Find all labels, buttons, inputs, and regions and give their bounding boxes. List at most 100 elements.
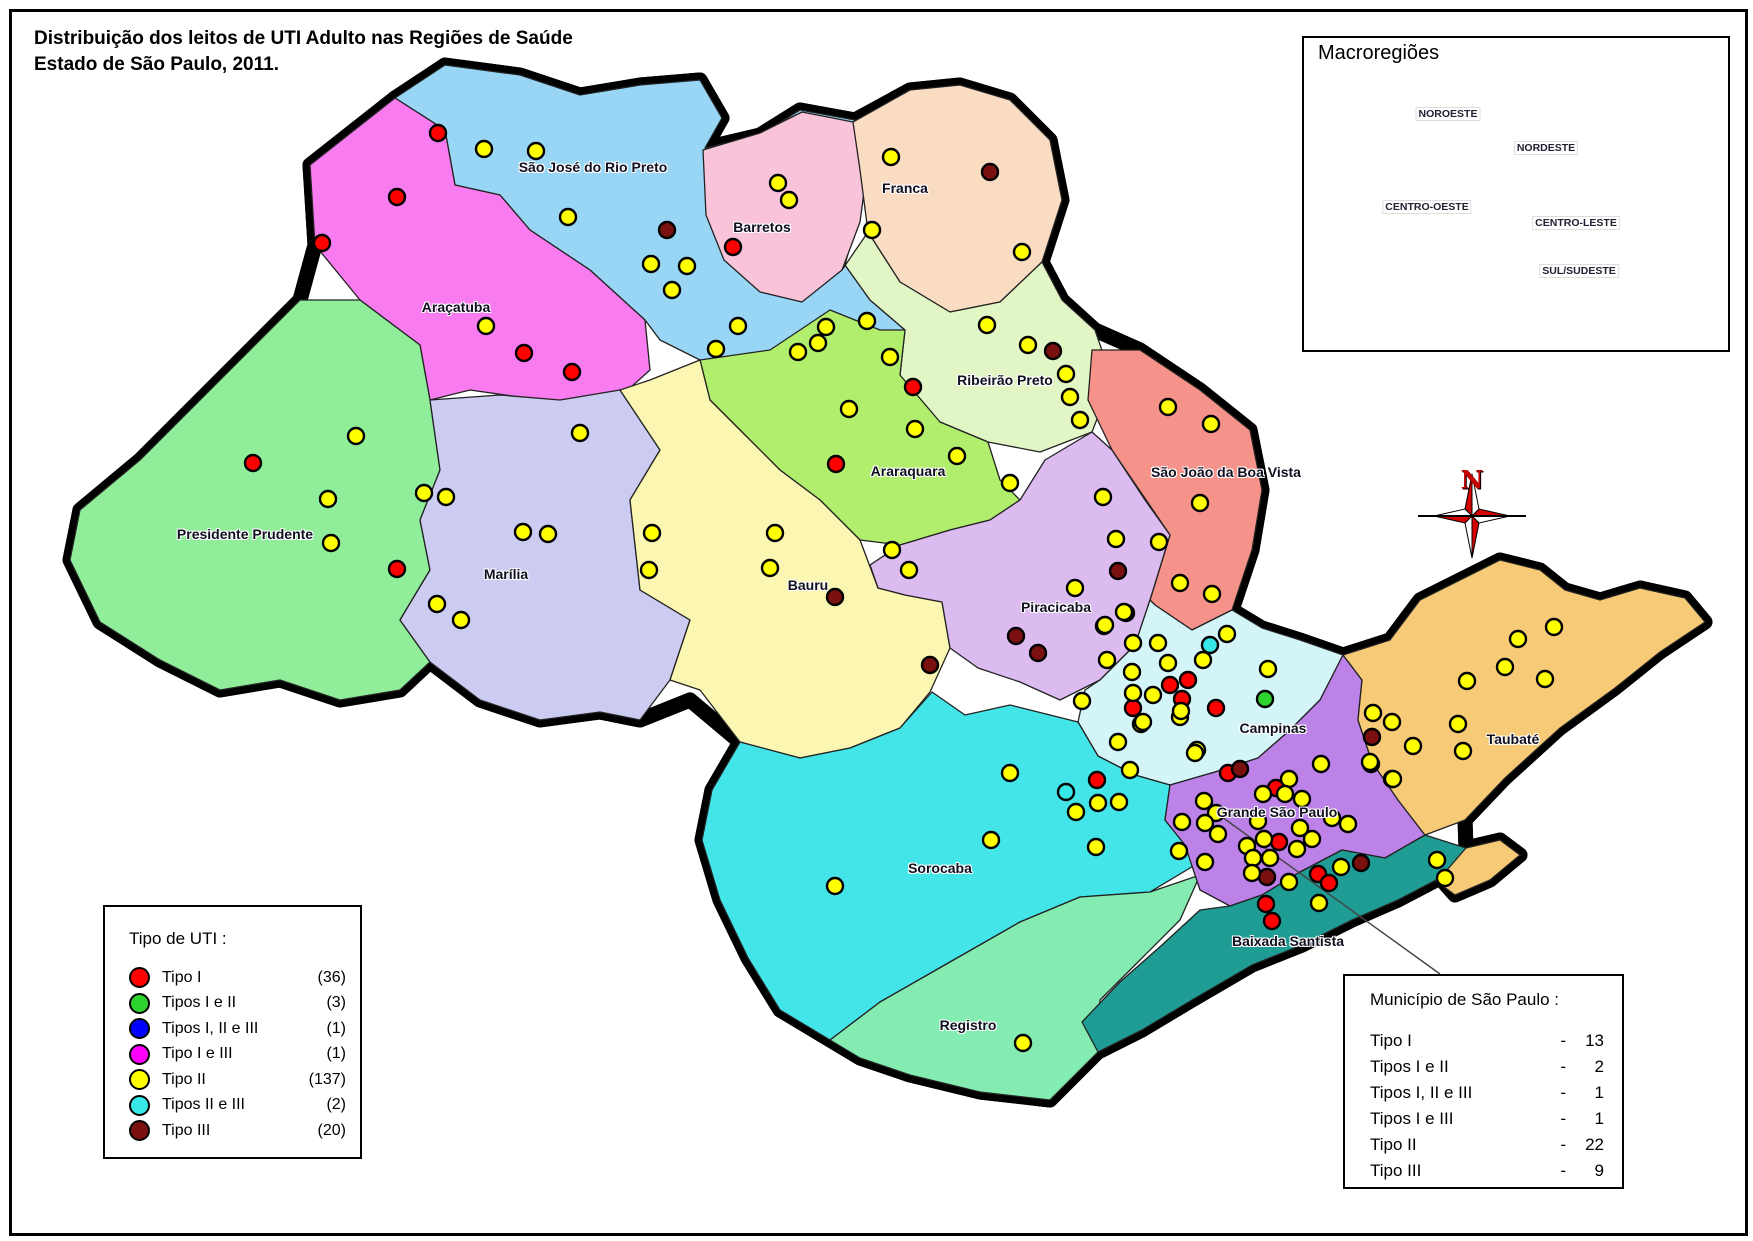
uti-dot xyxy=(1114,602,1134,622)
inset-box xyxy=(1302,36,1730,352)
uti-dot xyxy=(1309,893,1329,913)
callout-item-dash: - xyxy=(1560,1135,1566,1154)
legend-item-count: (20) xyxy=(317,1121,346,1139)
uti-dot xyxy=(1000,763,1020,783)
uti-dot xyxy=(826,454,846,474)
uti-dot xyxy=(816,317,836,337)
uti-dot xyxy=(1292,789,1312,809)
callout-item-dash: - xyxy=(1560,1109,1566,1128)
uti-dot xyxy=(1149,532,1169,552)
uti-dot xyxy=(1109,792,1129,812)
legend-item: Tipos II e III (2) xyxy=(129,1093,346,1119)
uti-dot xyxy=(1106,529,1126,549)
uti-dot xyxy=(387,559,407,579)
uti-dot xyxy=(662,280,682,300)
uti-dot xyxy=(779,190,799,210)
uti-legend: Tipo de UTI : Tipo I (36) Tipos I e II (3) T… xyxy=(103,905,362,1159)
uti-dot xyxy=(321,533,341,553)
uti-dot xyxy=(977,315,997,335)
callout-item-label: Tipo III xyxy=(1370,1161,1422,1180)
region-registro xyxy=(829,874,1201,1101)
uti-dot xyxy=(1383,769,1403,789)
legend-swatch-icon xyxy=(129,1120,150,1142)
uti-dot xyxy=(1256,894,1276,914)
uti-dot xyxy=(1170,573,1190,593)
region-bauru xyxy=(619,359,951,759)
uti-dot xyxy=(514,343,534,363)
legend-item-label: Tipo I xyxy=(162,968,202,986)
page-border xyxy=(9,9,1748,1236)
uti-dot xyxy=(558,207,578,227)
uti-dot xyxy=(788,342,808,362)
callout-item: Tipo III - 9 xyxy=(1370,1158,1604,1184)
uti-dot xyxy=(981,830,1001,850)
uti-dot xyxy=(1193,650,1213,670)
uti-dot xyxy=(1200,635,1220,655)
legend-item-label: Tipos I e II xyxy=(162,994,237,1012)
uti-dot xyxy=(1158,653,1178,673)
uti-dot xyxy=(1060,387,1080,407)
uti-dot xyxy=(1202,584,1222,604)
uti-dot xyxy=(1194,791,1214,811)
uti-dot xyxy=(1362,727,1382,747)
callout-item-dash: - xyxy=(1560,1057,1566,1076)
uti-dot xyxy=(1043,341,1063,361)
callout-item: Tipos I e III - 1 xyxy=(1370,1106,1604,1132)
uti-dot xyxy=(1013,1033,1033,1053)
uti-dot xyxy=(947,446,967,466)
uti-dot xyxy=(1206,803,1226,823)
uti-dot xyxy=(980,162,1000,182)
uti-dot xyxy=(427,594,447,614)
uti-dot xyxy=(476,316,496,336)
uti-dot xyxy=(1095,615,1115,635)
uti-dot xyxy=(1123,683,1143,703)
legend-item: Tipo II (137) xyxy=(129,1067,346,1093)
legend-swatch-icon xyxy=(129,967,150,989)
uti-dot xyxy=(1097,650,1117,670)
legend-swatch-icon xyxy=(129,1094,150,1116)
uti-dot xyxy=(1171,701,1191,721)
uti-dot xyxy=(1448,714,1468,734)
callout-item-value: 1 xyxy=(1594,1083,1604,1102)
callout-item-label: Tipo I xyxy=(1370,1031,1412,1050)
uti-dot xyxy=(1363,703,1383,723)
uti-dot xyxy=(808,333,828,353)
uti-dot xyxy=(903,377,923,397)
uti-dot xyxy=(825,587,845,607)
uti-dot xyxy=(243,453,263,473)
uti-dot xyxy=(346,426,366,446)
uti-dot xyxy=(1260,848,1280,868)
uti-dot xyxy=(1302,829,1322,849)
uti-dot xyxy=(1086,837,1106,857)
legend-item-count: (3) xyxy=(326,994,346,1012)
callout-item-label: Tipo II xyxy=(1370,1135,1417,1154)
uti-dot xyxy=(1133,712,1153,732)
uti-dot xyxy=(1072,691,1092,711)
callout-item: Tipo I -13 xyxy=(1370,1028,1604,1054)
legend-item-label: Tipos I, II e III xyxy=(162,1019,259,1037)
uti-dot xyxy=(768,173,788,193)
uti-dot xyxy=(1258,659,1278,679)
uti-dot xyxy=(1544,617,1564,637)
uti-dot xyxy=(474,139,494,159)
legend-item-count: (1) xyxy=(326,1019,346,1037)
callout-item-value: 13 xyxy=(1585,1031,1604,1050)
uti-dot xyxy=(428,123,448,143)
uti-dot xyxy=(526,141,546,161)
uti-dot xyxy=(1453,741,1473,761)
callout-item-label: Tipos I, II e III xyxy=(1370,1083,1473,1102)
callout-item-dash: - xyxy=(1560,1161,1566,1180)
uti-dot xyxy=(1495,657,1515,677)
uti-dot xyxy=(880,347,900,367)
callout-item: Tipo II -22 xyxy=(1370,1132,1604,1158)
page-title: Distribuição dos leitos de UTI Adulto na… xyxy=(34,26,573,77)
legend-swatch-icon xyxy=(129,992,150,1014)
uti-dot xyxy=(639,560,659,580)
uti-dot xyxy=(1253,784,1273,804)
uti-dot xyxy=(1065,578,1085,598)
callout-item-dash: - xyxy=(1560,1083,1566,1102)
uti-dot xyxy=(1066,802,1086,822)
legend-item-label: Tipo I e III xyxy=(162,1045,233,1063)
